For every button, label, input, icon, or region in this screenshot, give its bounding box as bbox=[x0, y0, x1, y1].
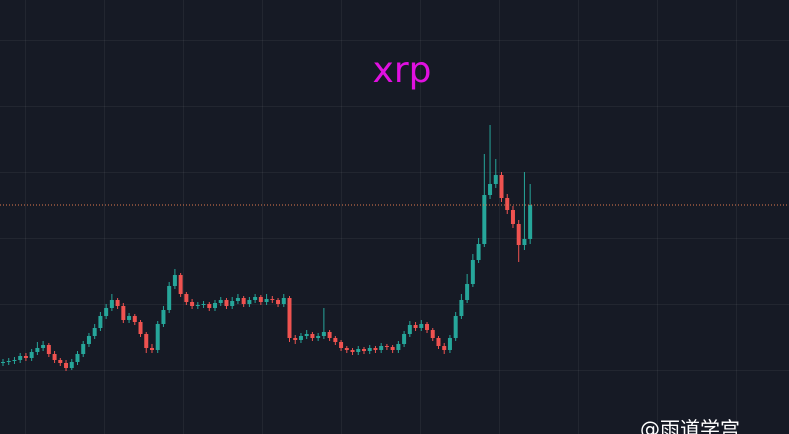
chart-title: xrp bbox=[373, 50, 432, 91]
watermark: @雨道学宫 bbox=[640, 417, 740, 434]
